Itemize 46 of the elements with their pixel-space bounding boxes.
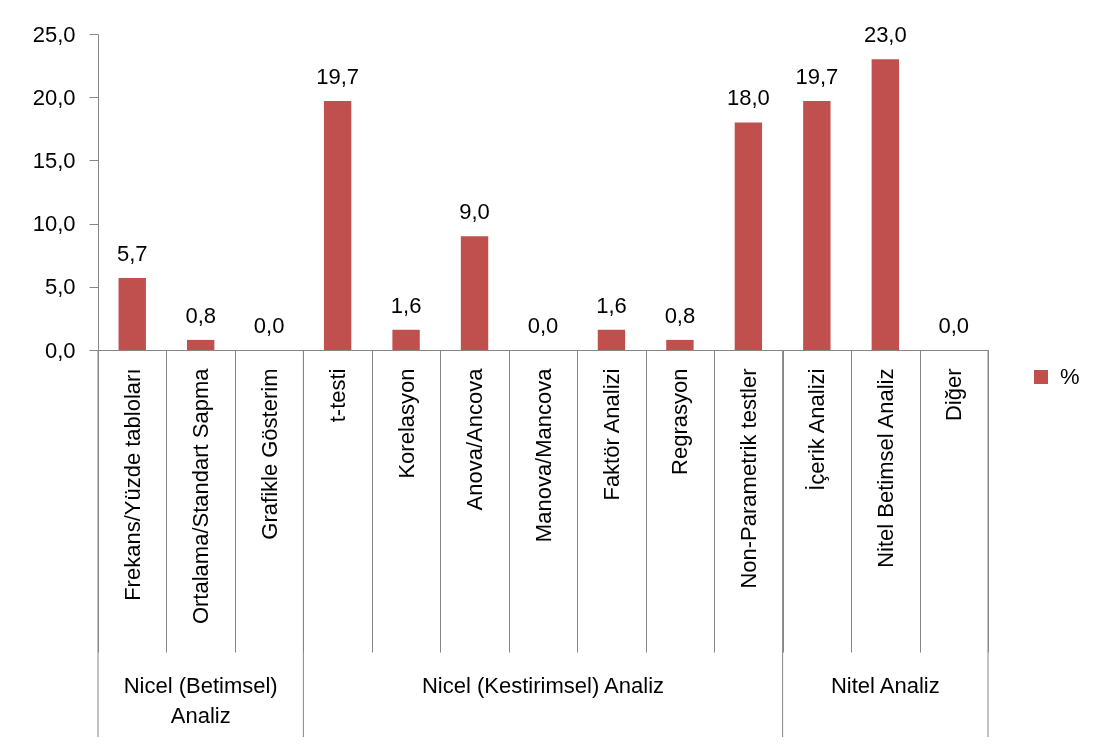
y-tick-label: 10,0 <box>32 211 76 237</box>
x-tick-label: Frekans/Yüzde tabloları <box>119 368 145 601</box>
data-label: 0,0 <box>938 313 970 338</box>
y-tick-label: 5,0 <box>44 274 76 300</box>
x-tick-label: Regrasyon <box>667 368 693 475</box>
y-tick-label: 25,0 <box>32 21 76 47</box>
y-tick-label: 15,0 <box>32 147 76 173</box>
y-tick-label: 0,0 <box>44 337 76 363</box>
data-label: 19,7 <box>316 63 360 89</box>
y-tick-label: 20,0 <box>32 84 76 110</box>
x-tick-label: Non-Parametrik testler <box>735 368 761 589</box>
bar <box>392 329 420 350</box>
data-label: 9,0 <box>459 199 490 225</box>
data-label: 0,0 <box>253 313 285 338</box>
bar <box>118 277 146 350</box>
data-label: 1,6 <box>596 292 627 318</box>
data-label: 0,8 <box>185 302 216 328</box>
x-tick-label: Ortalama/Standart Sapma <box>188 367 214 625</box>
text: Nicel (Betimsel) Analiz <box>123 673 278 728</box>
x-tick-label: Faktör Analizi <box>598 368 624 501</box>
bar <box>187 339 215 350</box>
x-tick-label: Nitel Betimsel Analiz <box>872 368 898 568</box>
legend-label: % <box>1060 364 1080 389</box>
data-label: 1,6 <box>390 292 422 318</box>
text: Nitel Analiz <box>830 673 940 698</box>
bar <box>323 100 352 350</box>
data-label: 0,8 <box>664 302 696 328</box>
x-tick-label: Anova/Ancova <box>462 367 488 511</box>
bar <box>871 59 899 350</box>
bar <box>597 329 626 350</box>
bar <box>803 100 831 350</box>
bar <box>460 236 489 350</box>
x-tick-label: Grafikle Gösterim <box>256 368 282 540</box>
x-tick-label: t-testi <box>325 368 351 423</box>
bar <box>734 122 763 350</box>
x-tick-label: İçerik Analizi <box>804 368 830 491</box>
data-label: 23,0 <box>863 22 907 48</box>
text: Nicel (Kestirimsel) Analiz <box>421 673 665 698</box>
bar <box>666 339 694 350</box>
data-label: 19,7 <box>795 63 839 89</box>
data-label: 18,0 <box>726 85 770 111</box>
x-tick-label: Manova/Mancova <box>530 367 556 543</box>
x-tick-label: Diğer <box>941 368 967 422</box>
x-tick-label: Korelasyon <box>393 368 419 479</box>
data-label: 0,0 <box>527 313 559 338</box>
data-label: 5,7 <box>116 240 148 266</box>
